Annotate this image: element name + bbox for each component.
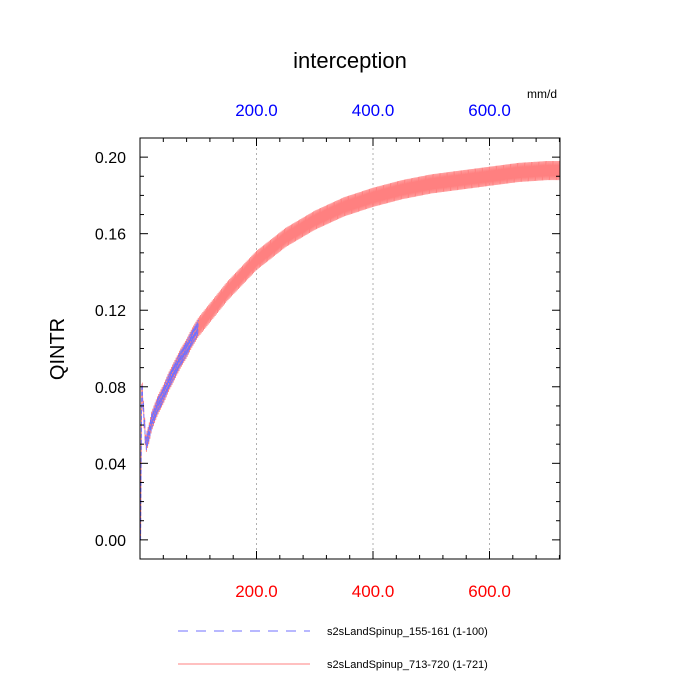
y-tick-label: 0.04 <box>95 456 126 473</box>
y-tick-label: 0.00 <box>95 533 126 550</box>
x-tick-label-top: 600.0 <box>468 101 511 120</box>
x-tick-label-top: 400.0 <box>352 101 395 120</box>
y-tick-label: 0.12 <box>95 303 126 320</box>
series-line-1 <box>140 319 199 540</box>
y-axis-label: QINTR <box>47 318 69 380</box>
y-tick-label: 0.20 <box>95 150 126 167</box>
y-tick-label: 0.16 <box>95 227 126 244</box>
axes: 0.00 0.04 0.08 0.12 0.16 0.20 200.0 200.0 400.0 4… <box>95 101 561 601</box>
legend-label-2: s2sLandSpinup_713-720 (1-721) <box>327 659 488 671</box>
x-gridlines <box>256 138 491 559</box>
x-tick-label-bottom: 400.0 <box>352 582 395 601</box>
legend: s2sLandSpinup_155-161 (1-100) s2sLandSpin… <box>178 626 488 671</box>
units-label: mm/d <box>527 87 557 101</box>
x-tick-label-bottom: 600.0 <box>468 582 511 601</box>
x-tick-label-top: 200.0 <box>235 101 278 120</box>
y-tick-label: 0.08 <box>95 380 126 397</box>
series-line-2 <box>140 160 561 540</box>
x-tick-label-bottom: 200.0 <box>235 582 278 601</box>
chart-title: interception <box>293 48 407 73</box>
series-layer <box>140 160 561 540</box>
legend-label-1: s2sLandSpinup_155-161 (1-100) <box>327 626 488 638</box>
